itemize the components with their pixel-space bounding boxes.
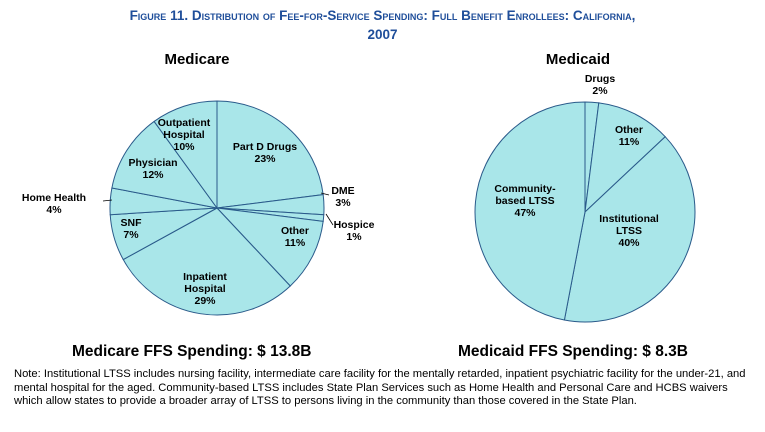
charts-area: Medicare Medicaid Part D Drugs 23% DME 3% Ho…	[22, 51, 696, 323]
medicaid-slice	[584, 102, 666, 214]
slice-label: Home Health 4%	[22, 192, 86, 216]
slice-label: Drugs 2%	[585, 73, 615, 97]
medicaid-slice	[563, 135, 696, 323]
medicaid-pie	[474, 101, 696, 323]
slice-label: Physician 12%	[128, 157, 177, 181]
medicare-slice	[216, 100, 324, 209]
medicaid-slice	[474, 101, 586, 321]
footnote: Note: Institutional LTSS includes nursin…	[14, 368, 746, 408]
slice-label: Other 11%	[281, 225, 309, 249]
medicare-slice	[215, 207, 324, 287]
slice-label: SNF 7%	[121, 217, 143, 241]
slice-label: Hospice 1%	[334, 219, 375, 243]
medicare-spending-total: Medicare FFS Spending: $ 13.8B	[72, 343, 312, 360]
medicare-chart-title: Medicare	[164, 51, 229, 68]
slice-label: Inpatient Hospital 29%	[183, 271, 227, 307]
figure-title-line2: 2007	[367, 27, 398, 42]
medicaid-labels: Drugs 2% Other 11% Institutional LTSS 40% Commu…	[494, 73, 658, 249]
figure-title: Figure 11. Distribution of Fee-for-Servi…	[0, 6, 765, 44]
medicaid-spending-total: Medicaid FFS Spending: $ 8.3B	[458, 343, 688, 360]
slice-label: Outpatient Hospital 10%	[158, 117, 211, 153]
figure-title-line1: Figure 11. Distribution of Fee-for-Servi…	[129, 8, 636, 23]
slice-label: Community-based LTSS 47%	[494, 183, 556, 219]
slice-label: Part D Drugs 23%	[233, 141, 297, 165]
leader-line	[320, 192, 330, 196]
slice-label: DME 3%	[331, 185, 354, 209]
slice-label: Other 11%	[615, 124, 643, 148]
medicare-slice	[122, 207, 291, 316]
medicare-pie	[109, 100, 325, 316]
medicaid-chart-title: Medicaid	[546, 51, 610, 68]
medicare-slice	[111, 120, 219, 209]
slice-label: Institutional LTSS 40%	[599, 213, 659, 249]
medicare-slice	[153, 100, 218, 210]
leader-line	[102, 199, 113, 202]
medicare-labels: Part D Drugs 23% DME 3% Hospice 1% Other 11% Inp…	[22, 117, 375, 307]
leader-line	[325, 213, 334, 226]
